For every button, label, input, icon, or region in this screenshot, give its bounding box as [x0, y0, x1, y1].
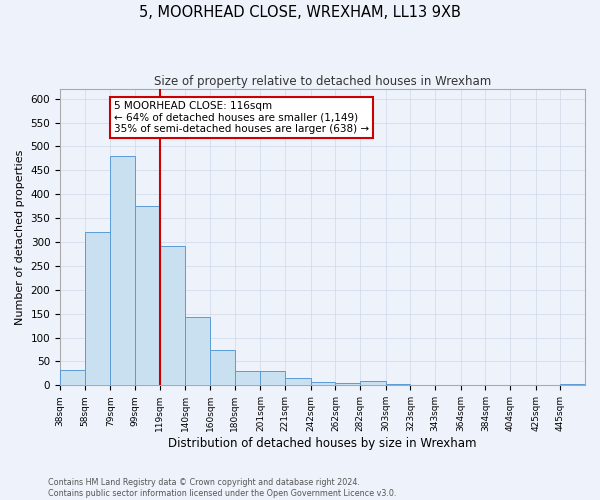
Bar — [360, 380, 386, 386]
Y-axis label: Number of detached properties: Number of detached properties — [15, 150, 25, 325]
Text: 5, MOORHEAD CLOSE, WREXHAM, LL13 9XB: 5, MOORHEAD CLOSE, WREXHAM, LL13 9XB — [139, 5, 461, 20]
Bar — [285, 378, 311, 386]
Bar — [135, 206, 160, 386]
Text: 5 MOORHEAD CLOSE: 116sqm
← 64% of detached houses are smaller (1,149)
35% of sem: 5 MOORHEAD CLOSE: 116sqm ← 64% of detach… — [114, 101, 369, 134]
Bar — [260, 372, 285, 386]
Bar — [311, 382, 335, 386]
Bar — [110, 156, 135, 386]
Bar — [160, 246, 185, 386]
Bar — [85, 232, 110, 386]
Bar — [60, 370, 85, 386]
Text: Contains HM Land Registry data © Crown copyright and database right 2024.
Contai: Contains HM Land Registry data © Crown c… — [48, 478, 397, 498]
Bar — [335, 383, 360, 386]
Bar — [235, 370, 260, 386]
X-axis label: Distribution of detached houses by size in Wrexham: Distribution of detached houses by size … — [168, 437, 477, 450]
Bar — [210, 350, 235, 386]
Title: Size of property relative to detached houses in Wrexham: Size of property relative to detached ho… — [154, 75, 491, 88]
Bar — [386, 384, 410, 386]
Bar — [560, 384, 585, 386]
Bar — [185, 316, 210, 386]
